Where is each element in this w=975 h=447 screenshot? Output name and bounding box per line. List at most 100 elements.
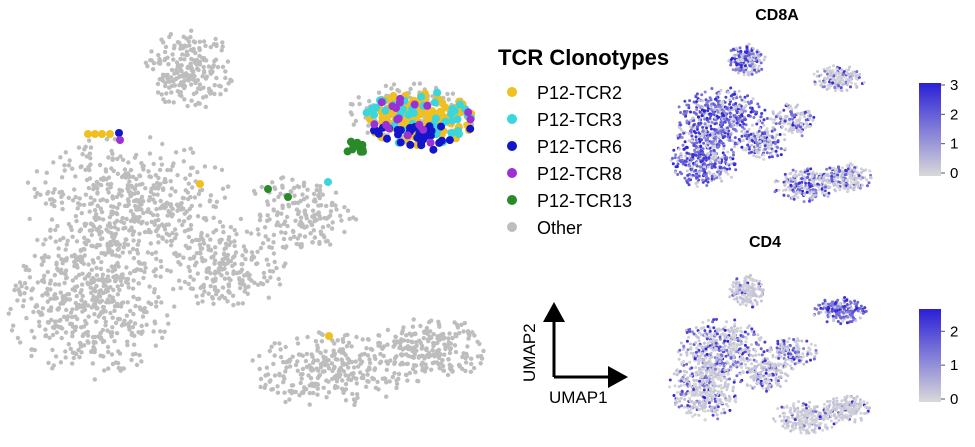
cell-other bbox=[131, 238, 136, 243]
cell-expression bbox=[689, 175, 693, 179]
cell-other bbox=[274, 265, 279, 271]
cell-other bbox=[109, 264, 115, 269]
cell-expression bbox=[672, 148, 676, 152]
cell-other bbox=[364, 346, 369, 351]
cell-other bbox=[307, 390, 312, 396]
cell-other bbox=[282, 376, 287, 381]
cell-expression bbox=[703, 122, 707, 126]
cell-other bbox=[109, 148, 114, 154]
cell-other bbox=[191, 277, 196, 282]
cell-other bbox=[51, 160, 56, 165]
cell-expression bbox=[865, 184, 869, 188]
cell-expression bbox=[716, 353, 720, 356]
cell-expression bbox=[694, 366, 698, 369]
cell-other bbox=[147, 284, 152, 289]
cell-other bbox=[82, 221, 87, 227]
cell-expression bbox=[740, 291, 744, 295]
cell-expression bbox=[758, 338, 762, 342]
cell-other bbox=[339, 367, 344, 373]
cell-expression bbox=[777, 112, 780, 116]
cell-other bbox=[98, 236, 104, 242]
cell-other bbox=[445, 344, 450, 349]
cell-expression bbox=[696, 344, 700, 348]
cell-other bbox=[300, 366, 306, 372]
cell-other bbox=[436, 347, 442, 353]
cell-other bbox=[203, 43, 208, 48]
cell-p12-tcr2 bbox=[423, 116, 432, 125]
cell-p12-tcr6 bbox=[383, 134, 391, 143]
cell-other bbox=[334, 207, 339, 212]
cell-other bbox=[311, 191, 317, 197]
cell-other bbox=[282, 219, 288, 224]
cell-other bbox=[239, 267, 245, 272]
cell-other bbox=[94, 227, 99, 232]
cell-expression bbox=[766, 130, 769, 134]
cell-expression bbox=[838, 188, 842, 192]
cell-expression bbox=[743, 293, 747, 297]
cell-expression bbox=[834, 89, 837, 93]
cell-expression bbox=[785, 178, 789, 182]
cell-expression bbox=[706, 153, 710, 157]
cell-expression bbox=[854, 170, 858, 174]
cell-other bbox=[197, 39, 203, 44]
cell-other bbox=[131, 342, 137, 347]
cell-other bbox=[46, 308, 52, 313]
cell-other bbox=[277, 341, 282, 346]
cell-other bbox=[448, 346, 454, 351]
cell-expression bbox=[679, 111, 683, 114]
cell-expression bbox=[700, 99, 704, 103]
cell-other bbox=[175, 64, 180, 69]
cell-other bbox=[159, 222, 165, 227]
cell-expression bbox=[858, 186, 862, 190]
cell-other bbox=[324, 203, 329, 209]
cell-other bbox=[288, 189, 293, 194]
cell-other bbox=[225, 252, 231, 258]
cell-other bbox=[87, 209, 92, 214]
cell-other bbox=[153, 343, 158, 348]
cell-other bbox=[148, 241, 153, 246]
cell-other bbox=[113, 279, 118, 284]
cell-other bbox=[160, 187, 166, 193]
cell-expression bbox=[705, 352, 709, 356]
cell-other bbox=[74, 218, 79, 224]
cell-other bbox=[216, 270, 222, 275]
cell-other bbox=[272, 353, 277, 358]
cell-other bbox=[353, 118, 359, 124]
cell-expression bbox=[835, 71, 839, 75]
cell-other bbox=[459, 322, 464, 327]
cell-expression bbox=[706, 177, 710, 181]
cell-other bbox=[307, 219, 312, 224]
cell-other bbox=[380, 346, 385, 351]
cell-expression bbox=[757, 155, 761, 159]
cell-other bbox=[99, 310, 104, 315]
cell-other bbox=[43, 201, 49, 206]
cell-other bbox=[326, 390, 332, 395]
cell-expression bbox=[721, 136, 725, 140]
cell-expression bbox=[732, 47, 735, 51]
cell-expression bbox=[823, 80, 827, 84]
cell-expression bbox=[768, 155, 771, 159]
cell-expression bbox=[762, 157, 766, 161]
cell-other bbox=[200, 74, 205, 79]
cell-other bbox=[145, 63, 150, 69]
cell-other bbox=[177, 218, 182, 223]
cell-other bbox=[154, 299, 159, 305]
cell-other bbox=[360, 337, 365, 342]
cell-other bbox=[182, 43, 187, 48]
cell-expression bbox=[735, 344, 739, 348]
cell-other bbox=[144, 221, 150, 226]
cell-other bbox=[117, 187, 122, 193]
cell-other bbox=[213, 57, 219, 62]
cell-expression bbox=[733, 145, 736, 149]
cell-other bbox=[168, 179, 173, 184]
cell-expression bbox=[737, 54, 741, 58]
cell-other bbox=[128, 209, 134, 214]
cell-other bbox=[34, 169, 40, 174]
cell-p12-tcr8 bbox=[415, 120, 424, 129]
cell-other bbox=[135, 251, 141, 256]
cell-p12-tcr8 bbox=[423, 101, 432, 110]
cell-expression bbox=[791, 178, 795, 182]
cell-other bbox=[113, 320, 119, 326]
cell-other bbox=[130, 174, 136, 180]
